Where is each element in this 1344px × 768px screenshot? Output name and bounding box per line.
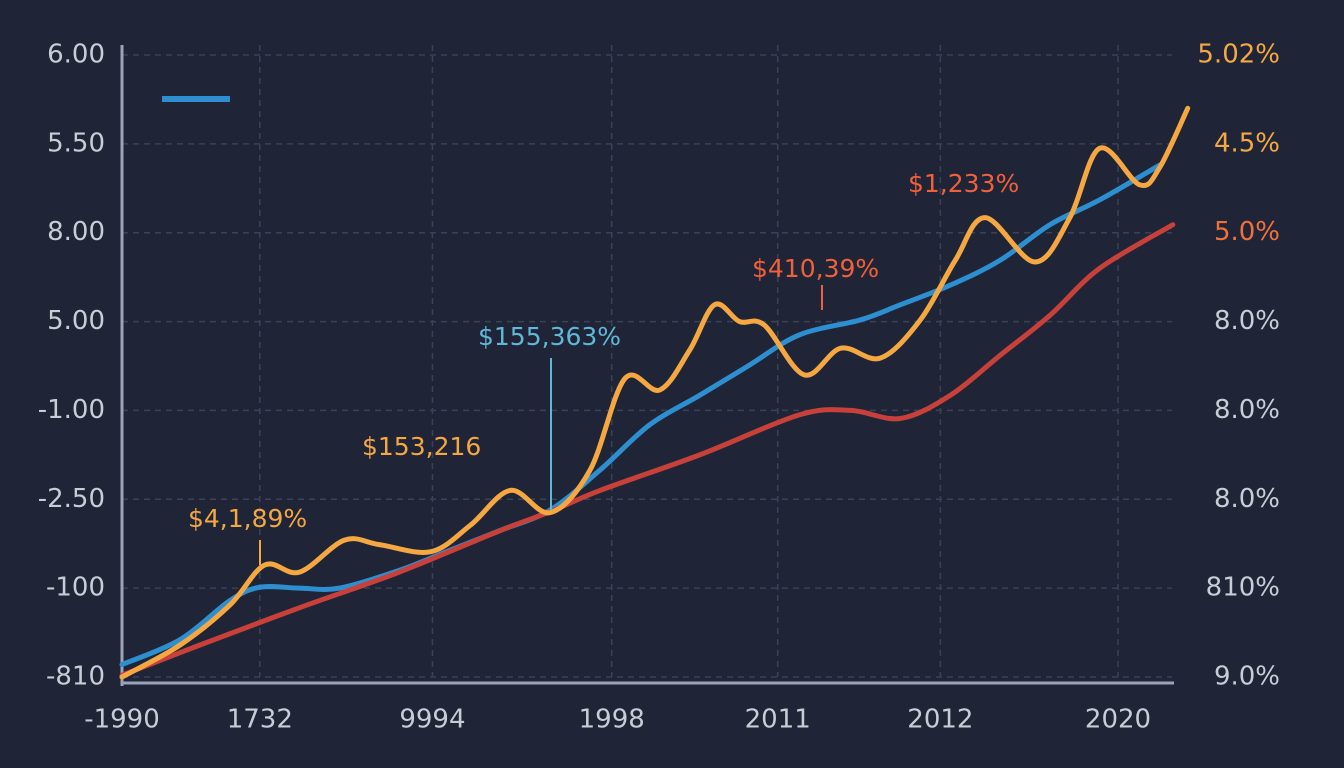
y-tick-label: 6.00 [47, 40, 105, 70]
x-tick-label: -1990 [84, 705, 160, 735]
y2-tick-label: 8.0% [1214, 395, 1280, 425]
y2-tick-label: 9.0% [1214, 662, 1280, 692]
x-tick-label: 9994 [399, 705, 465, 735]
y-tick-label: 8.00 [47, 217, 105, 247]
x-tick-label: 1998 [579, 705, 645, 735]
x-tick-label: 2020 [1085, 705, 1151, 735]
line-series [119, 222, 1176, 678]
y2-tick-label: 810% [1206, 573, 1280, 603]
y2-tick-label: 8.0% [1214, 306, 1280, 336]
line-series [119, 105, 1191, 680]
annotation: $155,363% [478, 322, 621, 351]
y-tick-label: -1.00 [38, 395, 105, 425]
annotation: $153,216 [362, 432, 481, 461]
line-series [119, 162, 1162, 668]
y2-tick-label: 8.0% [1214, 484, 1280, 514]
y-tick-label: -100 [46, 573, 105, 603]
y2-tick-label: 5.0% [1214, 217, 1280, 247]
annotation: $410,39% [752, 254, 879, 283]
x-tick-label: 2012 [907, 705, 973, 735]
annotation: $1,233% [908, 169, 1019, 198]
annotation: $4,1,89% [188, 504, 307, 533]
x-tick-label: 1732 [227, 705, 293, 735]
y2-tick-label: 4.5% [1214, 128, 1280, 158]
y2-tick-label: 5.02% [1197, 40, 1280, 70]
x-tick-label: 2011 [745, 705, 811, 735]
y-tick-label: -2.50 [38, 484, 105, 514]
y-tick-label: 5.50 [47, 128, 105, 158]
y-tick-label: -810 [46, 662, 105, 692]
y-tick-label: 5.00 [47, 306, 105, 336]
